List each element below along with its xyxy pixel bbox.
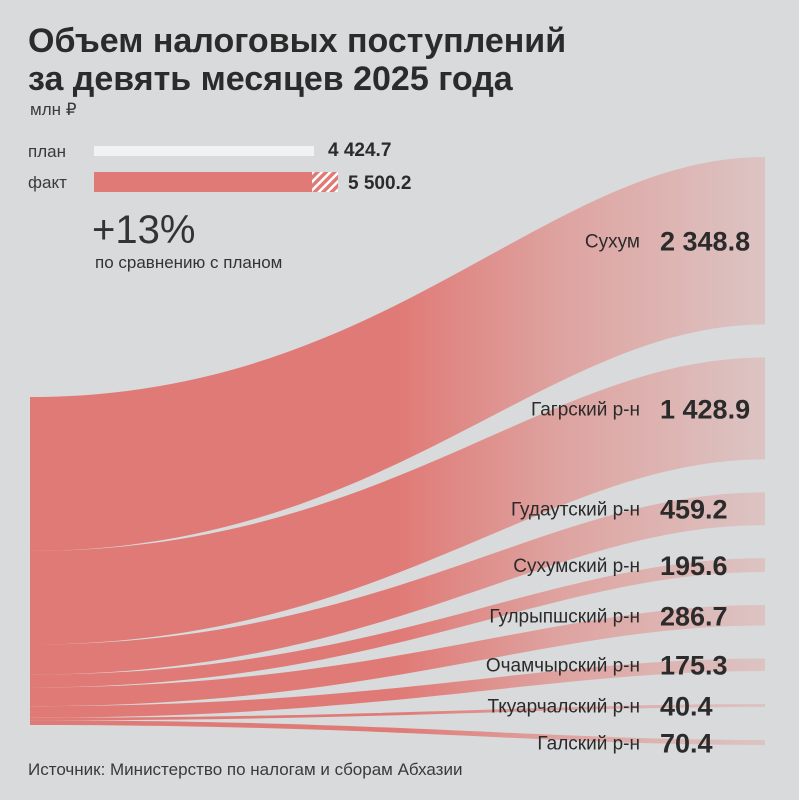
plan-bar (94, 146, 314, 156)
region-value: 2 348.8 (660, 227, 750, 257)
source-note: Источник: Министерство по налогам и сбор… (28, 760, 463, 779)
region-label: Очамчырский р-н (486, 656, 640, 677)
flow-3 (30, 492, 765, 675)
fact-excess-bar (312, 172, 338, 192)
flow-6 (30, 658, 765, 718)
flow-4 (30, 558, 765, 688)
plan-value: 4 424.7 (328, 140, 392, 161)
chart-title-line-1: Объем налоговых поступлений (28, 22, 567, 60)
flow-7 (30, 703, 765, 721)
region-value: 195.6 (660, 551, 728, 581)
chart-title-line-2: за девять месяцев 2025 года (28, 60, 513, 98)
fact-label: факт (28, 173, 67, 192)
plan-label: план (28, 142, 66, 161)
fact-bar (94, 172, 312, 192)
flow-5 (30, 605, 765, 707)
region-value: 459.2 (660, 495, 728, 525)
change-note: по сравнению с планом (95, 253, 283, 272)
region-value: 175.3 (660, 651, 728, 681)
chart-title: Объем налоговых поступлений за девять ме… (28, 22, 768, 98)
flow-8 (30, 720, 765, 745)
region-value: 286.7 (660, 601, 728, 631)
region-label: Галский р-н (537, 733, 640, 754)
region-value: 70.4 (660, 728, 713, 758)
region-label: Сухум (585, 232, 640, 253)
flow-2 (30, 357, 765, 645)
region-label: Ткуарчалский р-н (487, 696, 640, 717)
region-label: Гагрский р-н (531, 399, 640, 420)
region-value: 40.4 (660, 691, 713, 721)
unit-label: млн ₽ (30, 100, 77, 119)
flow-1 (30, 157, 765, 551)
region-label: Гудаутский р-н (511, 500, 640, 521)
region-label: Сухумский р-н (513, 556, 640, 577)
region-value: 1 428.9 (660, 394, 750, 424)
fact-value: 5 500.2 (348, 173, 412, 194)
change-percent: +13% (92, 208, 196, 252)
region-label: Гулрыпшский р-н (489, 606, 640, 627)
